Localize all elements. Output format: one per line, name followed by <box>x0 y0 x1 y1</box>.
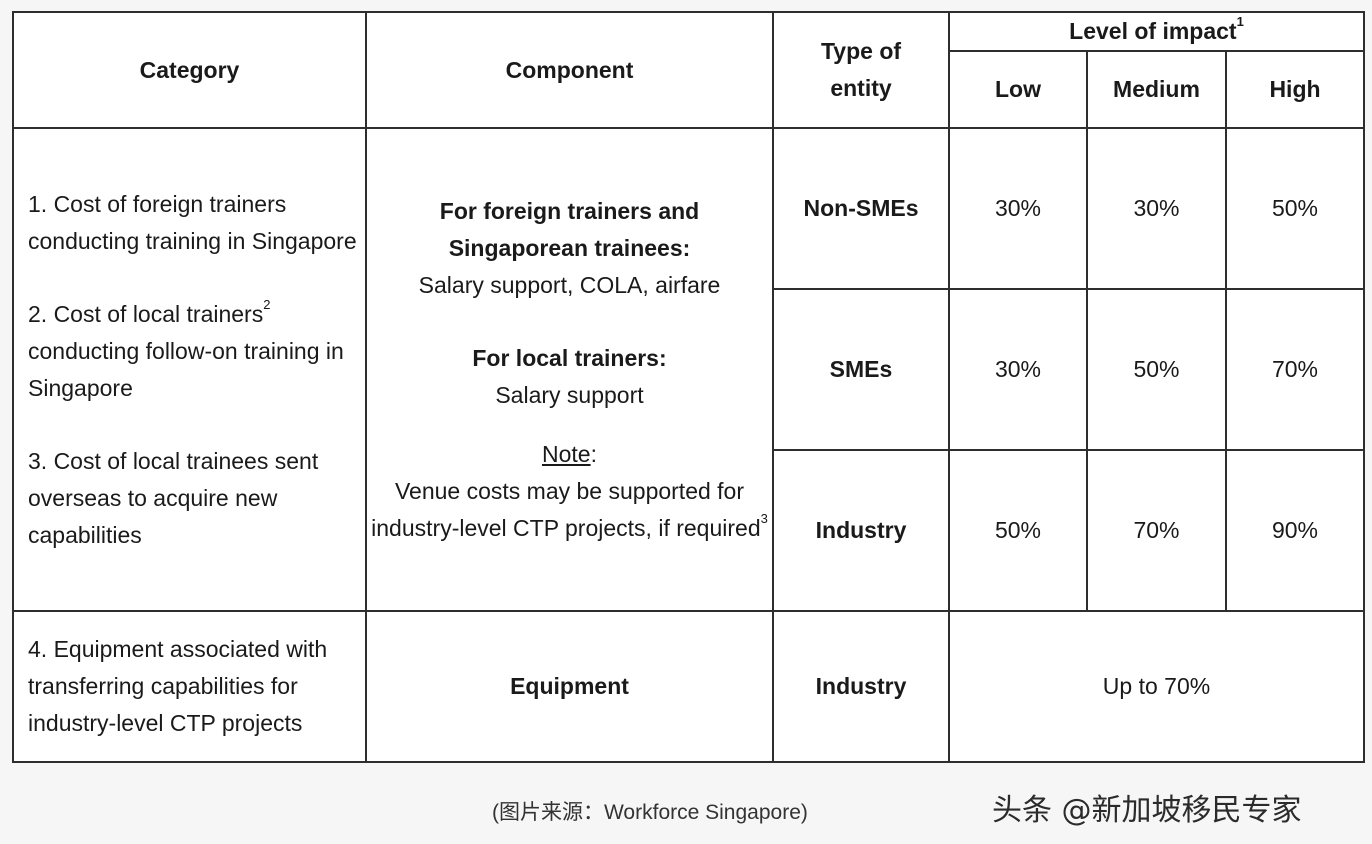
note-label: Note <box>542 440 591 467</box>
note-colon: : <box>590 440 597 467</box>
category-3: 3. Cost of local trainees sent overseas … <box>28 447 319 548</box>
header-type-of-entity-line2: entity <box>830 75 892 101</box>
footnote-2-marker: 2 <box>263 296 271 312</box>
category-4: 4. Equipment associated with transferrin… <box>12 610 367 763</box>
impact-medium: 30% <box>1086 127 1227 290</box>
entity-smes: SMEs <box>772 288 950 451</box>
impact-medium: 50% <box>1086 288 1227 451</box>
table-row-industry: Industry 50% 70% 90% <box>13 449 1365 612</box>
category-2: 2. Cost of local trainers2 conducting fo… <box>28 296 365 407</box>
component-foreign-desc: Salary support, COLA, airfare <box>418 271 721 298</box>
impact-high: 90% <box>1225 449 1365 612</box>
component-local: For local trainers: Salary support <box>367 340 772 414</box>
impact-low: 30% <box>948 288 1088 451</box>
watermark-text: 头条 @新加坡移民专家 <box>992 793 1302 828</box>
footnote-3-marker: 3 <box>760 510 768 526</box>
header-high: High <box>1225 50 1365 129</box>
impact-low: 30% <box>948 127 1088 290</box>
impact-medium: 70% <box>1086 449 1227 612</box>
header-type-of-entity-line1: Type of <box>820 38 902 64</box>
header-medium: Medium <box>1086 50 1227 129</box>
header-row-1: Category Component Type of entity Level … <box>12 11 1365 129</box>
category-1: 1. Cost of foreign trainers conducting t… <box>28 190 357 254</box>
component-foreign-title: For foreign trainers and Singaporean tra… <box>439 197 700 261</box>
impact-equipment: Up to 70% <box>948 610 1365 763</box>
header-low: Low <box>948 50 1088 129</box>
support-levels-table: Category Component Type of entity Level … <box>12 11 1365 763</box>
component-cell-1-3: For foreign trainers and Singaporean tra… <box>365 127 774 612</box>
entity-industry-equipment: Industry <box>772 610 950 763</box>
impact-low: 50% <box>948 449 1088 612</box>
entity-industry: Industry <box>772 449 950 612</box>
impact-high: 70% <box>1225 288 1365 451</box>
header-level-of-impact: Level of impact1 <box>948 11 1365 52</box>
header-component: Component <box>365 11 774 129</box>
table-row-non-smes: 1. Cost of foreign trainers conducting t… <box>12 127 1365 612</box>
component-note: Note: Venue costs may be supported for i… <box>367 436 772 547</box>
impact-high: 50% <box>1225 127 1365 290</box>
component-local-desc: Salary support <box>495 381 644 408</box>
header-row-2: Low Medium High <box>13 50 1365 129</box>
category-2-rest: conducting follow-on training in Singapo… <box>28 337 344 401</box>
entity-non-smes: Non-SMEs <box>772 127 950 290</box>
category-2-text: 2. Cost of local trainers <box>28 300 264 327</box>
category-cell-1-3: 1. Cost of foreign trainers conducting t… <box>12 127 367 612</box>
table-row-smes: SMEs 30% 50% 70% <box>13 288 1365 451</box>
header-category: Category <box>12 11 367 129</box>
component-local-title: For local trainers: <box>472 344 667 371</box>
component-foreign: For foreign trainers and Singaporean tra… <box>367 193 772 304</box>
footnote-1-marker: 1 <box>1236 14 1244 30</box>
header-type-of-entity: Type of entity <box>772 11 950 129</box>
note-text: Venue costs may be supported for industr… <box>371 477 761 541</box>
component-equipment-text: Equipment <box>510 673 629 699</box>
header-level-of-impact-text: Level of impact <box>1069 18 1237 44</box>
image-source-caption: (图片来源：Workforce Singapore) <box>492 801 808 824</box>
component-equipment: Equipment <box>365 610 774 763</box>
table-row-equipment: 4. Equipment associated with transferrin… <box>12 610 1365 763</box>
